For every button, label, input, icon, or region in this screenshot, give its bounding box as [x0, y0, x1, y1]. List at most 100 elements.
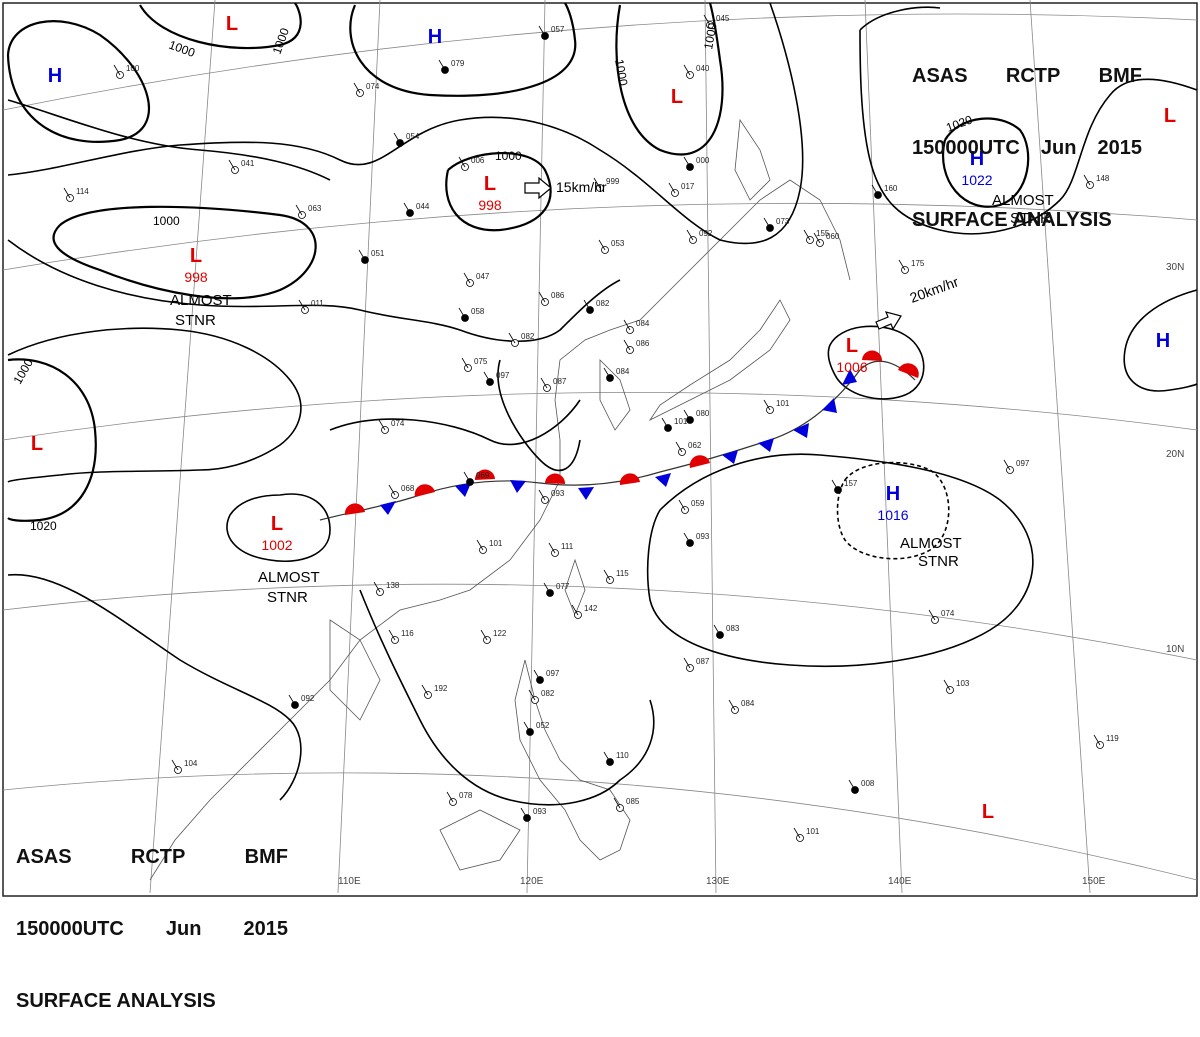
lon-label: 140E — [888, 876, 912, 887]
station-pressure: 111 — [561, 542, 574, 551]
wind-barb — [678, 499, 686, 511]
warm-front-semicircles — [344, 350, 919, 515]
map-border — [2, 2, 1198, 897]
wind-barb — [288, 694, 296, 706]
station-pressure: 084 — [616, 367, 630, 376]
station-pressure: 100 — [126, 64, 140, 73]
wind-barb — [668, 182, 676, 194]
station-pressure: 087 — [553, 377, 567, 386]
isobar — [329, 399, 581, 446]
station-pressure: 160 — [884, 184, 898, 193]
isobar — [497, 359, 581, 472]
station-pressure: 104 — [184, 759, 198, 768]
wind-barb — [378, 419, 386, 431]
wind-barb — [388, 629, 396, 641]
station-plot: 011 — [298, 299, 324, 314]
isobar-label: 1000 — [495, 149, 522, 163]
station-pressure: 059 — [691, 499, 705, 508]
wind-barb — [813, 232, 821, 244]
wind-barb — [683, 409, 691, 421]
station-plot: 053 — [598, 239, 625, 254]
station-plot: 041 — [228, 159, 255, 174]
station-plot: 060 — [813, 232, 840, 247]
wind-barb — [713, 624, 721, 636]
station-plot: 045 — [703, 14, 730, 29]
wind-barb — [603, 367, 611, 379]
isobar — [7, 99, 331, 181]
pressure-center-value: 1022 — [961, 172, 992, 188]
station-plot: 040 — [683, 64, 710, 79]
isobar — [827, 325, 925, 400]
station-pressure: 157 — [844, 479, 858, 488]
wind-barb — [538, 489, 546, 501]
header-line2: 150000UTC Jun 2015 — [912, 137, 1142, 159]
header-line2: 150000UTC Jun 2015 — [16, 918, 288, 940]
wind-barb — [438, 59, 446, 71]
cold-front-triangles — [380, 369, 857, 515]
station-plot: 087 — [683, 657, 710, 672]
station-pressure: 122 — [493, 629, 507, 638]
wind-barb — [393, 132, 401, 144]
station-plot: 115 — [603, 569, 629, 584]
station-pressure: 087 — [696, 657, 710, 666]
station-plot: 084 — [623, 319, 650, 334]
station-pressure: 041 — [241, 159, 255, 168]
isobar — [52, 205, 317, 300]
pressure-center-value: 1002 — [261, 537, 292, 553]
station-plot: 083 — [713, 624, 740, 639]
wind-barb — [358, 249, 366, 261]
wind-barb — [623, 339, 631, 351]
station-plot: 075 — [461, 357, 488, 372]
station-pressure: 999 — [606, 177, 620, 186]
station-plot: 092 — [288, 694, 315, 709]
station-plot: 054 — [393, 132, 420, 147]
wind-barb — [928, 609, 936, 621]
station-plot: 155 — [803, 229, 830, 244]
coastlines — [149, 118, 851, 881]
isobar — [226, 493, 331, 562]
wind-barb — [763, 399, 771, 411]
station-pressure: 053 — [611, 239, 625, 248]
station-plot: 093 — [520, 807, 547, 822]
station-plot: 101 — [793, 827, 820, 842]
station-plot: 063 — [295, 204, 322, 219]
surface-analysis-map: 057 045 100 079 040 074 054 041 114 044 063 006 000 9… — [2, 0, 1198, 897]
wind-barb — [613, 797, 621, 809]
station-pressure: 116 — [401, 629, 414, 638]
station-plot: 111 — [548, 542, 574, 557]
wind-barb — [686, 229, 694, 241]
wind-barb — [483, 371, 491, 383]
wind-barb — [463, 272, 471, 284]
station-pressure: 082 — [541, 689, 555, 698]
high-pressure-center: H — [1156, 330, 1170, 352]
pressure-center-value: 998 — [478, 197, 502, 213]
station-pressure: 006 — [471, 156, 485, 165]
wind-barb — [623, 319, 631, 331]
wind-barb — [683, 657, 691, 669]
graticule-labels: 110E 120E 130E 140E 150E 30N 20N 10N — [338, 262, 1184, 887]
station-pressure: 155 — [816, 229, 830, 238]
station-plot: 074 — [378, 419, 405, 434]
isobar — [646, 453, 1034, 667]
pressure-center-value: 1016 — [877, 507, 908, 523]
station-plot: 080 — [683, 409, 710, 424]
wind-barb — [113, 64, 121, 76]
station-pressure: 086 — [551, 291, 565, 300]
lon-label: 130E — [706, 876, 730, 887]
station-plot: 079 — [438, 59, 465, 74]
lat-label: 10N — [1166, 644, 1184, 655]
motion-arrow — [524, 176, 552, 200]
station-pressure: 192 — [434, 684, 448, 693]
station-pressure: 093 — [696, 532, 710, 541]
station-plot: 084 — [603, 367, 630, 382]
station-pressure: 000 — [696, 156, 710, 165]
wind-barb — [793, 827, 801, 839]
lat-label: 30N — [1166, 262, 1184, 273]
station-pressure: 078 — [459, 791, 473, 800]
station-pressure: 101 — [674, 417, 688, 426]
station-plot: 073 — [763, 217, 790, 232]
wind-barb — [675, 441, 683, 453]
station-pressure: 073 — [776, 217, 790, 226]
station-pressure: 074 — [391, 419, 405, 428]
station-plot: 068 — [388, 484, 415, 499]
